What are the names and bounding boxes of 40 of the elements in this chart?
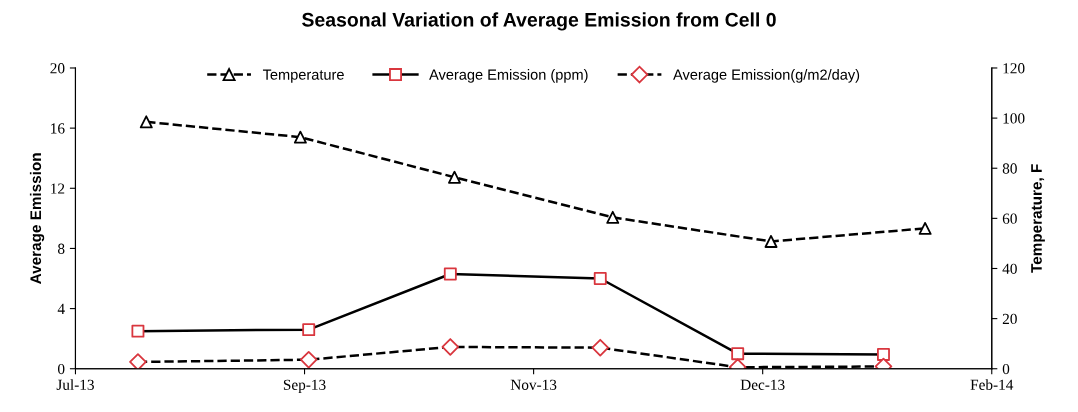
y-tick-label: 20 bbox=[50, 63, 65, 74]
y-tick-label: 0 bbox=[57, 363, 65, 375]
point bbox=[593, 272, 607, 285]
y2-axis-title: Temperature, F bbox=[1031, 164, 1045, 273]
point bbox=[606, 210, 620, 224]
point bbox=[139, 115, 153, 129]
point bbox=[591, 338, 610, 357]
x-tick-label: Feb-14 bbox=[970, 379, 1014, 390]
y-tick-label: 12 bbox=[51, 183, 65, 194]
y2-tick-label: 60 bbox=[1002, 213, 1017, 224]
x-tick-label: Dec-13 bbox=[740, 379, 785, 390]
point bbox=[293, 130, 307, 144]
y-axis-title: Average Emission bbox=[29, 153, 45, 284]
point bbox=[731, 347, 745, 361]
point bbox=[131, 324, 145, 338]
x-tick-label: Sep-13 bbox=[283, 379, 326, 394]
point bbox=[448, 170, 461, 184]
point bbox=[918, 221, 932, 235]
y2-tick-label: 80 bbox=[1002, 163, 1017, 174]
point bbox=[441, 338, 460, 356]
point bbox=[302, 323, 316, 337]
point bbox=[443, 267, 457, 281]
legend-label: Average Emission (ppm) bbox=[429, 69, 588, 83]
y2-tick-label: 20 bbox=[1002, 313, 1017, 325]
y2-tick-label: 100 bbox=[1003, 113, 1025, 124]
y-tick-label: 4 bbox=[57, 303, 65, 314]
point bbox=[877, 347, 890, 361]
point bbox=[299, 350, 318, 369]
point bbox=[764, 234, 778, 248]
legend-label: Average Emission(g/m2/day) bbox=[673, 69, 860, 83]
y-tick-label: 8 bbox=[57, 243, 65, 254]
x-tick-label: Jul-13 bbox=[56, 379, 94, 390]
y2-tick-label: 40 bbox=[1002, 263, 1017, 274]
y-tick-label: 16 bbox=[51, 123, 65, 134]
point bbox=[129, 353, 147, 369]
y2-tick-label: 0 bbox=[1002, 363, 1010, 375]
y2-tick-label: 120 bbox=[1003, 63, 1025, 74]
x-tick-label: Nov-13 bbox=[510, 379, 557, 390]
chart-title: Seasonal Variation of Average Emission from Cell 0 bbox=[302, 12, 776, 31]
legend-label: Temperature bbox=[262, 69, 344, 83]
